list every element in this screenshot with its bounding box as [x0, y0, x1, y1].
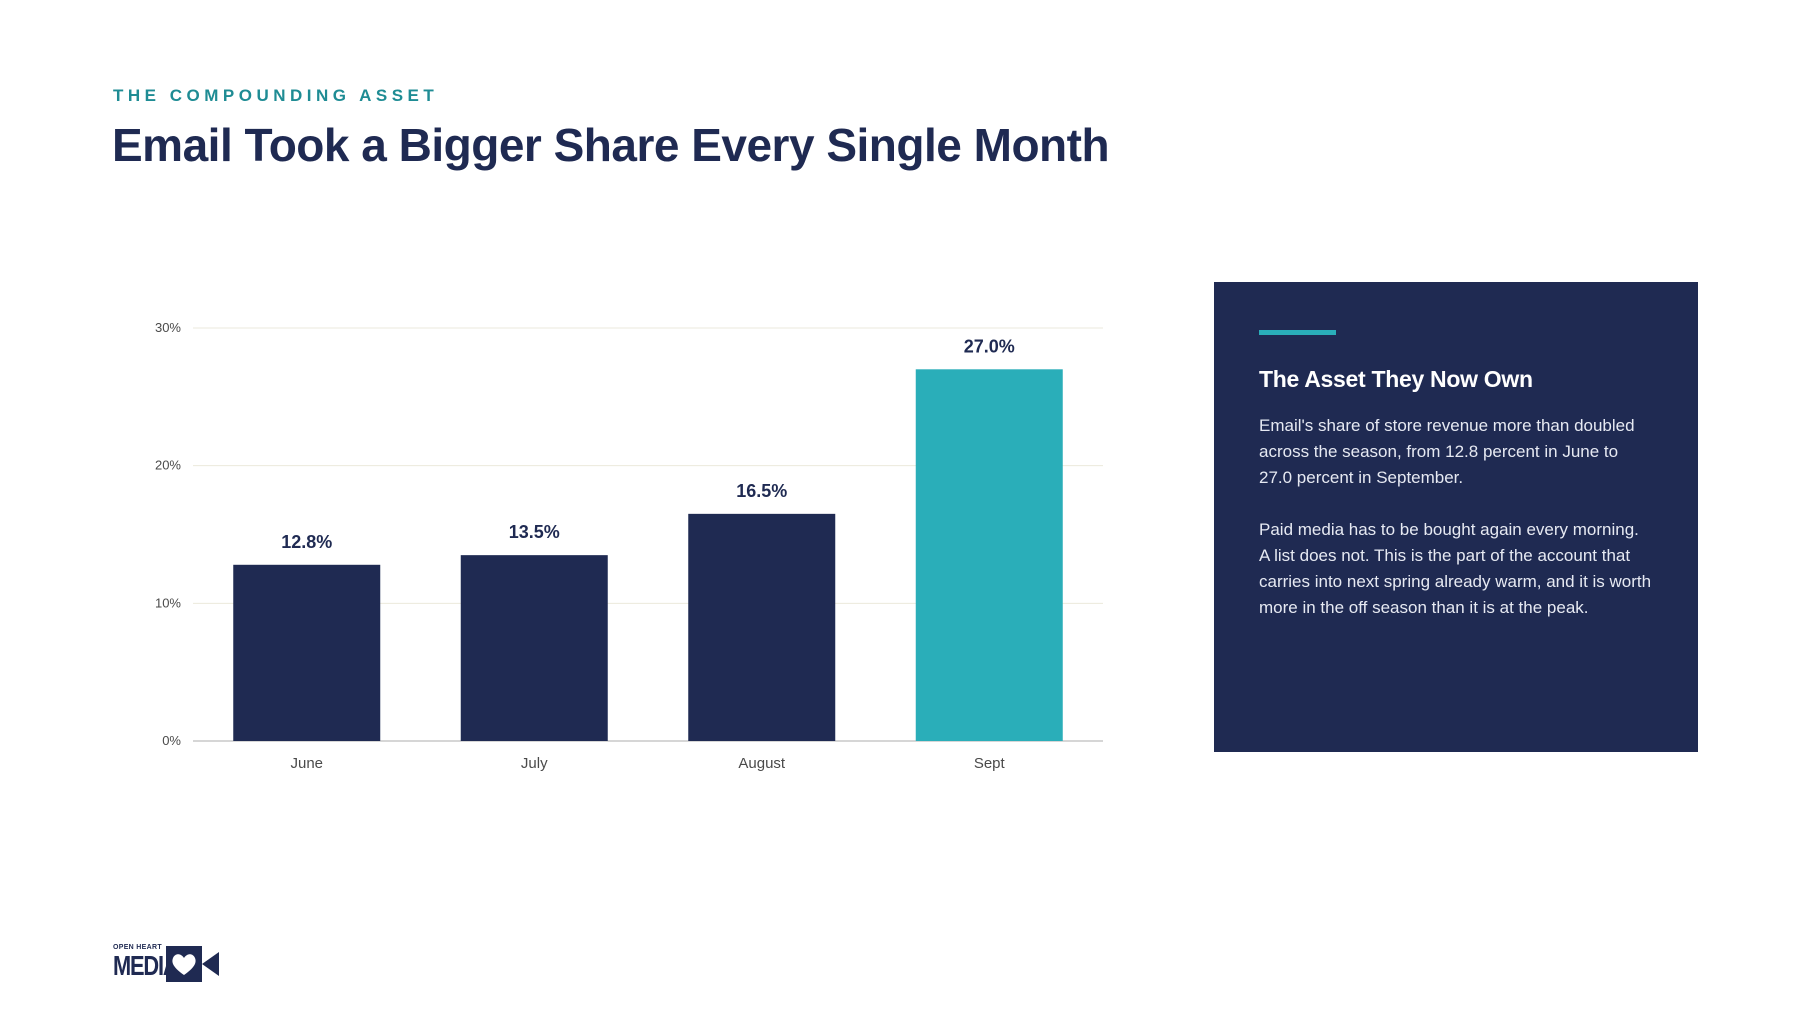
x-tick-label: June — [290, 755, 323, 772]
bar-sept — [915, 369, 1063, 741]
logo-text-small: OPEN HEART — [113, 944, 162, 951]
data-label: 13.5% — [509, 522, 560, 542]
bar-august — [688, 513, 836, 741]
x-tick-label: July — [521, 755, 548, 772]
y-tick-labels: 0% 10% 20% 30% — [155, 320, 181, 748]
insight-panel: The Asset They Now Own Email's share of … — [1214, 282, 1698, 752]
eyebrow-label: THE COMPOUNDING ASSET — [113, 86, 439, 105]
bar-june — [233, 564, 381, 741]
slide-title: Email Took a Bigger Share Every Single M… — [112, 119, 1110, 171]
camera-heart-icon — [166, 946, 219, 982]
panel-paragraph-1: Email's share of store revenue more than… — [1259, 416, 1635, 487]
panel-paragraph-2: Paid media has to be bought again every … — [1259, 520, 1652, 617]
open-heart-media-logo: OPEN HEART MEDIA — [113, 942, 219, 984]
panel-accent-bar — [1259, 330, 1336, 335]
y-tick-label: 20% — [155, 458, 181, 473]
bars — [233, 369, 1063, 741]
x-tick-label: Sept — [974, 755, 1006, 772]
bar-july — [460, 555, 608, 741]
data-labels: 12.8% 13.5% 16.5% 27.0% — [281, 336, 1015, 551]
data-label: 16.5% — [736, 481, 787, 501]
y-tick-label: 30% — [155, 320, 181, 335]
data-label: 12.8% — [281, 532, 332, 552]
data-label: 27.0% — [964, 336, 1015, 356]
y-tick-label: 0% — [162, 733, 181, 748]
panel-title: The Asset They Now Own — [1259, 366, 1533, 392]
x-tick-labels: June July August Sept — [290, 755, 1005, 772]
y-tick-label: 10% — [155, 595, 181, 610]
x-tick-label: August — [738, 755, 786, 772]
